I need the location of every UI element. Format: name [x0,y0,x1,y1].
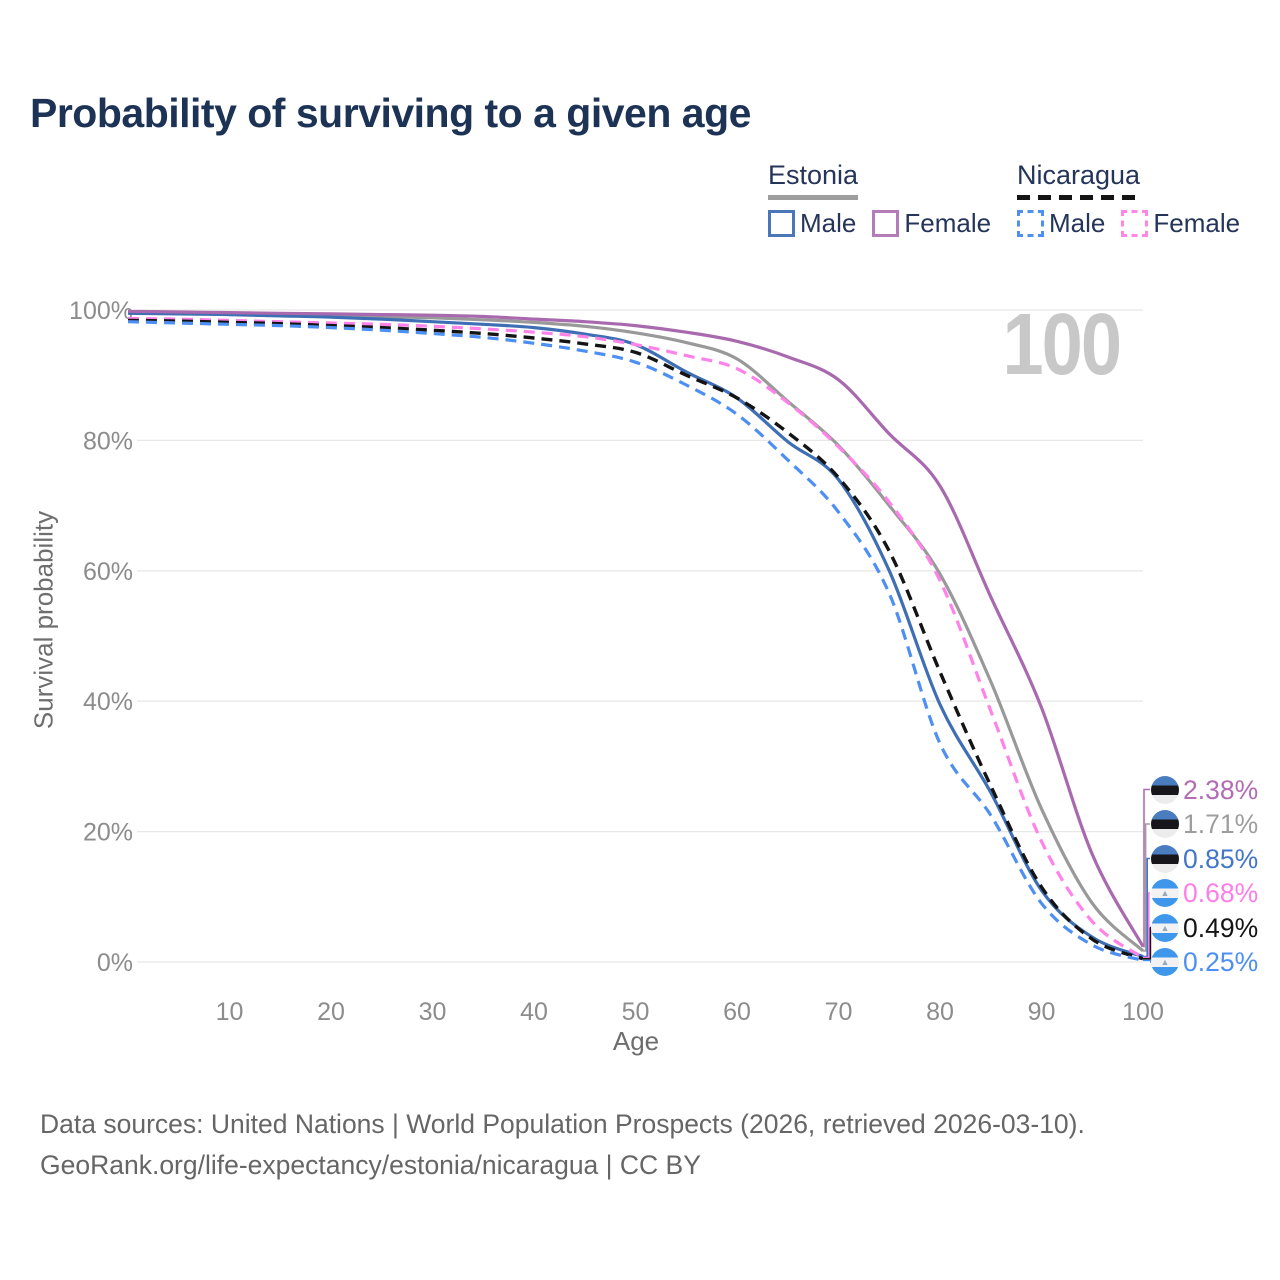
end-label-estonia-female: 2.38% [1151,774,1259,805]
end-value: 1.71% [1183,809,1259,839]
legend-estonia-line-swatch [768,195,859,200]
legend-label-nicaragua-female[interactable]: Female [1153,208,1241,238]
estonia-flag-icon [1151,844,1179,873]
legend-label-estonia-female[interactable]: Female [904,208,992,238]
curve-nicaragua-all[interactable] [127,318,1144,961]
curve-nicaragua-female[interactable] [127,316,1144,959]
estonia-flag-icon [1151,810,1179,838]
page-title: Probability of surviving to a given age [30,90,751,136]
end-value: 0.68% [1183,878,1259,908]
y-tick-20%: 20% [83,819,133,847]
end-value: 0.49% [1183,912,1259,943]
end-connector-estonia-female [1143,788,1150,948]
x-tick-40: 40 [520,998,548,1026]
y-tick-60%: 60% [83,558,133,586]
y-tick-100%: 100% [69,297,133,325]
end-label-estonia-male: 0.85% [1151,843,1259,874]
legend-swatch-nicaragua-male[interactable] [1017,210,1044,237]
legend-label-estonia-male[interactable]: Male [800,208,857,238]
x-tick-30: 30 [419,998,447,1026]
legend-swatch-nicaragua-female[interactable] [1121,210,1149,237]
legend-swatch-estonia-male[interactable] [768,210,795,237]
legend-nicaragua-line-swatch [1017,195,1141,200]
y-tick-40%: 40% [83,688,133,716]
y-tick-80%: 80% [83,427,133,455]
x-tick-60: 60 [723,998,751,1026]
footer-line-2: GeoRank.org/life-expectancy/estonia/nica… [40,1150,701,1180]
legend-swatch-estonia-female[interactable] [872,210,900,237]
legend-group-estonia: Estonia Male Female [768,160,991,239]
x-tick-10: 10 [216,998,244,1026]
legend-estonia-title[interactable]: Estonia [768,160,859,190]
age-counter-watermark: 100 [1002,295,1122,394]
x-tick-90: 90 [1028,998,1056,1026]
legend-nicaragua-title[interactable]: Nicaragua [1017,160,1141,190]
end-value: 0.25% [1183,947,1259,977]
nicaragua-flag-icon [1151,948,1179,976]
x-tick-80: 80 [926,998,954,1026]
end-connector-estonia-male [1143,857,1150,958]
legend-group-nicaragua: Nicaragua Male Female [1017,160,1240,239]
nicaragua-flag-icon [1151,879,1179,907]
end-connector-estonia-all [1143,823,1150,952]
end-label-nicaragua-female: 0.68% [1151,879,1258,907]
x-tick-100: 100 [1122,998,1164,1026]
legend-nicaragua-header[interactable]: Nicaragua [1017,160,1141,200]
legend-estonia-header[interactable]: Estonia [768,160,859,200]
data-source-footer: Data sources: United Nations | World Pop… [40,1104,1085,1186]
x-axis-title: Age [612,1026,660,1056]
x-tick-20: 20 [317,998,345,1026]
estonia-flag-icon [1151,775,1179,804]
end-value: 2.38% [1183,774,1259,805]
x-tick-50: 50 [622,998,650,1026]
end-value: 0.85% [1183,843,1259,874]
end-label-nicaragua-all: 0.49% [1151,912,1259,943]
x-tick-70: 70 [825,998,853,1026]
end-label-estonia-all: 1.71% [1151,810,1258,838]
curve-nicaragua-male[interactable] [127,320,1144,962]
y-tick-0%: 0% [97,949,133,977]
legend-label-nicaragua-male[interactable]: Male [1049,208,1106,238]
curve-estonia-female[interactable] [127,309,1145,948]
end-connector-nicaragua-female [1143,892,1150,959]
end-label-nicaragua-male: 0.25% [1151,948,1258,976]
curve-estonia-male[interactable] [127,311,1144,959]
y-axis-title: Survival probability [28,510,59,730]
curve-estonia-all[interactable] [127,310,1145,953]
nicaragua-flag-icon [1151,913,1179,942]
footer-line-1: Data sources: United Nations | World Pop… [40,1109,1085,1139]
